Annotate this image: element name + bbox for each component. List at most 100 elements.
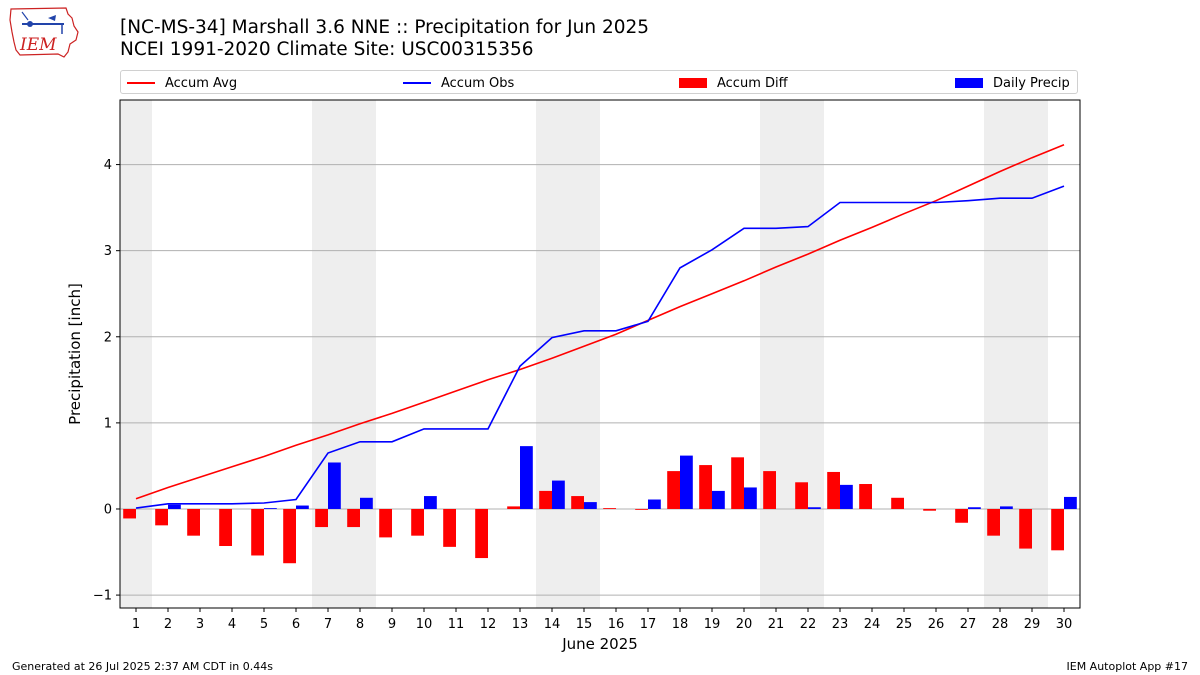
- x-tick-label: 11: [448, 617, 465, 632]
- daily-precip-bar: [264, 508, 277, 509]
- x-tick-label: 6: [292, 617, 300, 632]
- weekend-shade: [120, 100, 152, 608]
- x-tick-label: 9: [388, 617, 396, 632]
- accum-diff-bar: [731, 457, 744, 509]
- x-tick-label: 7: [324, 617, 332, 632]
- daily-precip-bar: [1000, 506, 1013, 509]
- weekend-shade: [792, 100, 824, 608]
- daily-precip-bar: [712, 490, 725, 509]
- weekend-shade: [760, 100, 792, 608]
- x-tick-label: 5: [260, 617, 268, 632]
- accum-diff-bar: [571, 496, 584, 509]
- daily-precip-bar: [680, 455, 693, 509]
- x-tick-label: 20: [736, 617, 753, 632]
- x-axis-label: June 2025: [561, 635, 638, 653]
- x-tick-label: 29: [1024, 617, 1041, 632]
- iem-logo-graphic: IEM: [9, 7, 79, 58]
- chart-title: [NC-MS-34] Marshall 3.6 NNE :: Precipita…: [120, 17, 650, 38]
- accum-diff-bar: [859, 484, 872, 509]
- accum-diff-bar: [827, 471, 840, 509]
- daily-precip-bar: [360, 497, 373, 509]
- daily-precip-bar: [648, 499, 661, 509]
- accum-diff-bar: [507, 506, 520, 509]
- x-tick-label: 30: [1056, 617, 1073, 632]
- accum-obs-line: [135, 185, 1065, 509]
- x-tick-label: 22: [800, 617, 817, 632]
- accum-diff-bar: [923, 508, 936, 511]
- x-tick-label: 25: [896, 617, 913, 632]
- y-axis-label: Precipitation [inch]: [66, 283, 84, 425]
- legend: Accum Avg Accum Obs Accum Diff Daily Pre…: [120, 70, 1078, 94]
- footer-app-text: IEM Autoplot App #17: [1066, 660, 1189, 673]
- accum-diff-bar: [891, 497, 904, 509]
- x-tick-label: 3: [196, 617, 204, 632]
- daily-precip-bar: [968, 507, 981, 509]
- legend-swatch-daily-precip: [955, 78, 983, 88]
- accum-diff-bar: [283, 508, 296, 564]
- accum-diff-bar: [379, 508, 392, 538]
- x-tick-label: 27: [960, 617, 977, 632]
- logo-text: IEM: [19, 35, 57, 55]
- accum-diff-bar: [539, 490, 552, 509]
- daily-precip-bar: [424, 496, 437, 509]
- x-tick-label: 28: [992, 617, 1009, 632]
- x-tick-label: 21: [768, 617, 785, 632]
- daily-precip-bar: [520, 446, 533, 509]
- legend-label-daily-precip: Daily Precip: [993, 75, 1070, 91]
- footer-generated-text: Generated at 26 Jul 2025 2:37 AM CDT in …: [12, 660, 273, 673]
- daily-precip-bar: [296, 505, 309, 509]
- accum-diff-bar: [987, 508, 1000, 536]
- accum-diff-bar: [155, 508, 168, 526]
- x-tick-label: 23: [832, 617, 849, 632]
- accum-diff-bar: [667, 471, 680, 509]
- y-tick-label: −1: [93, 589, 112, 604]
- accum-diff-bar: [443, 508, 456, 547]
- weekend-shade: [568, 100, 600, 608]
- x-tick-label: 26: [928, 617, 945, 632]
- legend-item-accum-obs: Accum Obs: [403, 74, 514, 92]
- daily-precip-bar: [328, 462, 341, 509]
- y-tick-label: 0: [104, 502, 112, 517]
- legend-item-accum-avg: Accum Avg: [127, 74, 237, 92]
- accum-diff-bar: [955, 508, 968, 523]
- x-tick-label: 18: [672, 617, 689, 632]
- legend-label-accum-obs: Accum Obs: [441, 75, 515, 91]
- accum-diff-bar: [795, 482, 808, 509]
- weekend-shade: [312, 100, 344, 608]
- daily-precip-bar: [840, 484, 853, 509]
- accum-diff-bar: [411, 508, 424, 536]
- accum-diff-bar: [1019, 508, 1032, 549]
- daily-precip-bar: [808, 507, 821, 509]
- accum-diff-bar: [763, 471, 776, 509]
- legend-label-accum-avg: Accum Avg: [165, 75, 238, 91]
- accum-diff-bar: [1051, 508, 1064, 551]
- accum-diff-bar: [219, 508, 232, 547]
- x-tick-label: 8: [356, 617, 364, 632]
- x-tick-label: 13: [512, 617, 529, 632]
- x-tick-label: 15: [576, 617, 593, 632]
- legend-item-accum-diff: Accum Diff: [679, 74, 788, 92]
- daily-precip-bar: [552, 480, 565, 509]
- accum-diff-bar: [635, 508, 648, 510]
- daily-precip-bar: [1064, 496, 1077, 509]
- accum-diff-bar: [187, 508, 200, 536]
- legend-label-accum-diff: Accum Diff: [717, 75, 788, 91]
- y-tick-label: 3: [104, 244, 112, 259]
- chart-subtitle: NCEI 1991-2020 Climate Site: USC00315356: [120, 39, 534, 60]
- legend-swatch-accum-avg: [127, 82, 155, 84]
- x-tick-label: 12: [480, 617, 497, 632]
- plot-frame: [119, 99, 1081, 609]
- x-tick-label: 1: [132, 617, 140, 632]
- accum-diff-bar: [315, 508, 328, 528]
- daily-precip-bar: [168, 504, 181, 509]
- y-tick-label: 4: [104, 158, 112, 173]
- weekend-shade: [344, 100, 376, 608]
- legend-swatch-accum-diff: [679, 78, 707, 88]
- daily-precip-bar: [584, 502, 597, 509]
- y-tick-label: 1: [104, 416, 112, 431]
- x-tick-label: 2: [164, 617, 172, 632]
- accum-diff-bar: [603, 508, 616, 509]
- legend-item-daily-precip: Daily Precip: [955, 74, 1070, 92]
- daily-precip-bar: [744, 487, 757, 509]
